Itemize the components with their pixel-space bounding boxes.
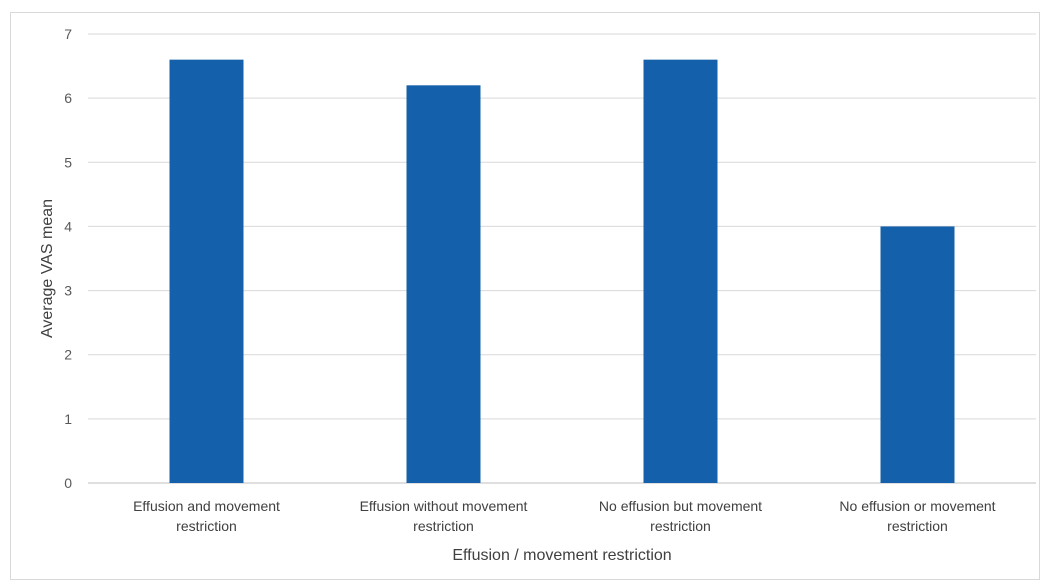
x-category-label: Effusion and movement restriction (133, 498, 280, 534)
bar (169, 59, 244, 484)
bar (406, 85, 481, 484)
x-category-label-line: No effusion but movement (599, 498, 762, 514)
y-tick-label: 1 (64, 411, 72, 427)
x-category-label-line: Effusion and movement (133, 498, 280, 514)
y-tick-label: 6 (64, 90, 72, 106)
x-category-label-line: restriction (176, 518, 237, 534)
gridlines (88, 33, 1036, 484)
x-category-label: No effusion or movement restriction (839, 498, 995, 534)
x-category-label-line: restriction (650, 518, 711, 534)
y-tick-label: 0 (64, 475, 72, 491)
x-category-label-line: restriction (413, 518, 474, 534)
y-tick-label: 4 (64, 218, 72, 234)
bars (169, 59, 955, 484)
x-axis-categories: Effusion and movement restrictionEffusion… (133, 498, 996, 534)
y-tick-label: 3 (64, 283, 72, 299)
x-category-label-line: Effusion without movement (360, 498, 528, 514)
x-category-label-line: restriction (887, 518, 948, 534)
bar (880, 226, 955, 483)
y-tick-label: 7 (64, 26, 72, 42)
y-tick-label: 5 (64, 154, 72, 170)
x-category-label: No effusion but movement restriction (599, 498, 762, 534)
y-axis-title: Average VAS mean (39, 199, 56, 338)
y-tick-label: 2 (64, 347, 72, 363)
x-category-label: Effusion without movement restriction (360, 498, 528, 534)
bar (643, 59, 718, 484)
x-category-label-line: No effusion or movement (839, 498, 995, 514)
y-axis-ticks: 0 1 2 3 4 5 6 7 (64, 26, 72, 491)
x-axis-title: Effusion / movement restriction (452, 547, 671, 564)
